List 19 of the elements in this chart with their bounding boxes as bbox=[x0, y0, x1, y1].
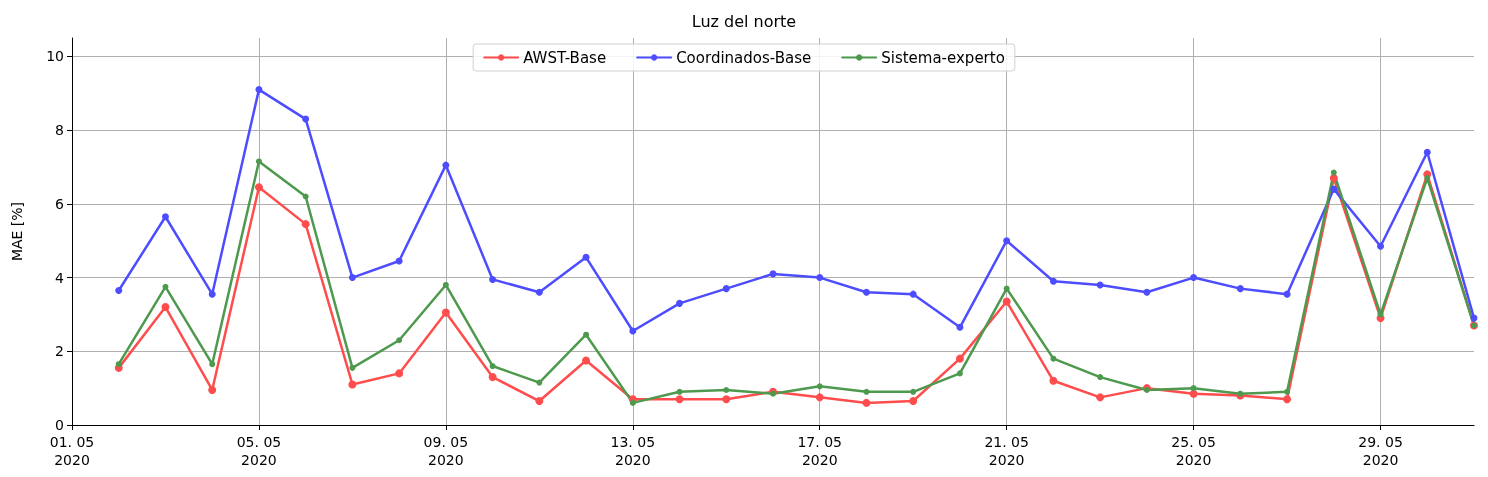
x-tick-label: 01. 05 2020 bbox=[49, 434, 95, 468]
y-tick-label: 0 bbox=[55, 417, 64, 433]
legend-label: Coordinados-Base bbox=[676, 48, 812, 67]
x-tick-label: 13. 05 2020 bbox=[610, 434, 656, 468]
x-tick-label: 17. 05 2020 bbox=[797, 434, 842, 468]
x-tick-label: 29. 05 2020 bbox=[1358, 434, 1403, 468]
y-tick-label: 4 bbox=[55, 269, 65, 286]
y-axis-title: MAE [%] bbox=[9, 201, 25, 262]
chart-title: Luz del norte bbox=[691, 11, 797, 31]
x-tick-label: 05. 05 2020 bbox=[236, 434, 282, 468]
y-tick-label: 6 bbox=[55, 195, 65, 212]
x-tick-label: 09. 05 2020 bbox=[423, 434, 469, 468]
x-tick-label: 25. 05 2020 bbox=[1171, 434, 1216, 468]
legend-label: AWST-Base bbox=[523, 48, 607, 67]
legend-label: Sistema-experto bbox=[881, 48, 1005, 67]
x-tick-label: 21. 05 2020 bbox=[984, 434, 1029, 468]
y-tick-label: 10 bbox=[46, 48, 64, 65]
y-tick-label: 8 bbox=[55, 122, 64, 139]
y-tick-label: 2 bbox=[55, 343, 64, 360]
